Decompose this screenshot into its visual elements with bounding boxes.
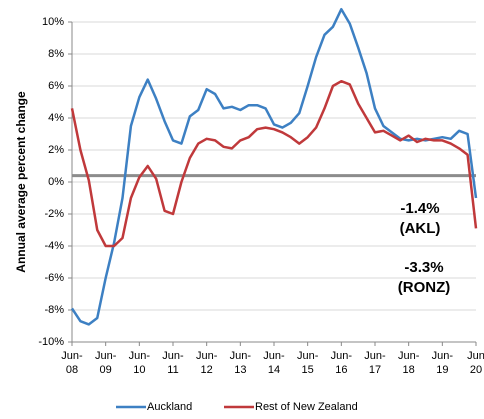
y-tick-label: 0% [48, 176, 64, 188]
y-tick-label: 6% [48, 80, 64, 92]
x-tick-label: Jun-11 [162, 350, 184, 376]
y-tick-label: 4% [48, 112, 64, 124]
x-tick-label: Jun-17 [364, 350, 386, 376]
annotation: -3.3% [404, 259, 443, 276]
legend-label: Auckland [147, 401, 192, 413]
x-tick-label: Jun-08 [61, 350, 83, 376]
y-tick-label: -8% [44, 304, 64, 316]
y-tick-label: -10% [38, 336, 64, 348]
x-tick-label: Jun-10 [128, 350, 151, 376]
series-line [70, 79, 478, 248]
x-tick-label: Jun-12 [195, 350, 218, 376]
annotation: (RONZ) [398, 279, 451, 296]
y-tick-label: -6% [44, 272, 64, 284]
x-tick-label: Jun-19 [431, 350, 454, 376]
x-tick-label: Jun-14 [263, 350, 285, 376]
x-tick-label: Jun-16 [330, 350, 353, 376]
y-tick-label: 10% [42, 16, 64, 28]
y-tick-label: 2% [48, 144, 64, 156]
y-tick-label: -2% [44, 208, 64, 220]
y-tick-label: 8% [48, 48, 64, 60]
x-tick-label: Jun-15 [296, 350, 319, 376]
annotation: (AKL) [400, 220, 441, 237]
x-tick-label: Jun 20 [467, 350, 484, 376]
x-tick-label: Jun-18 [397, 350, 420, 376]
x-tick-label: Jun-13 [229, 350, 252, 376]
y-tick-label: -4% [44, 240, 64, 252]
legend-label: Rest of New Zealand [255, 401, 358, 413]
x-tick-label: Jun-09 [94, 350, 117, 376]
series-line [70, 7, 478, 326]
annotation: -1.4% [400, 200, 439, 217]
y-axis-title: Annual average percent change [14, 91, 28, 273]
